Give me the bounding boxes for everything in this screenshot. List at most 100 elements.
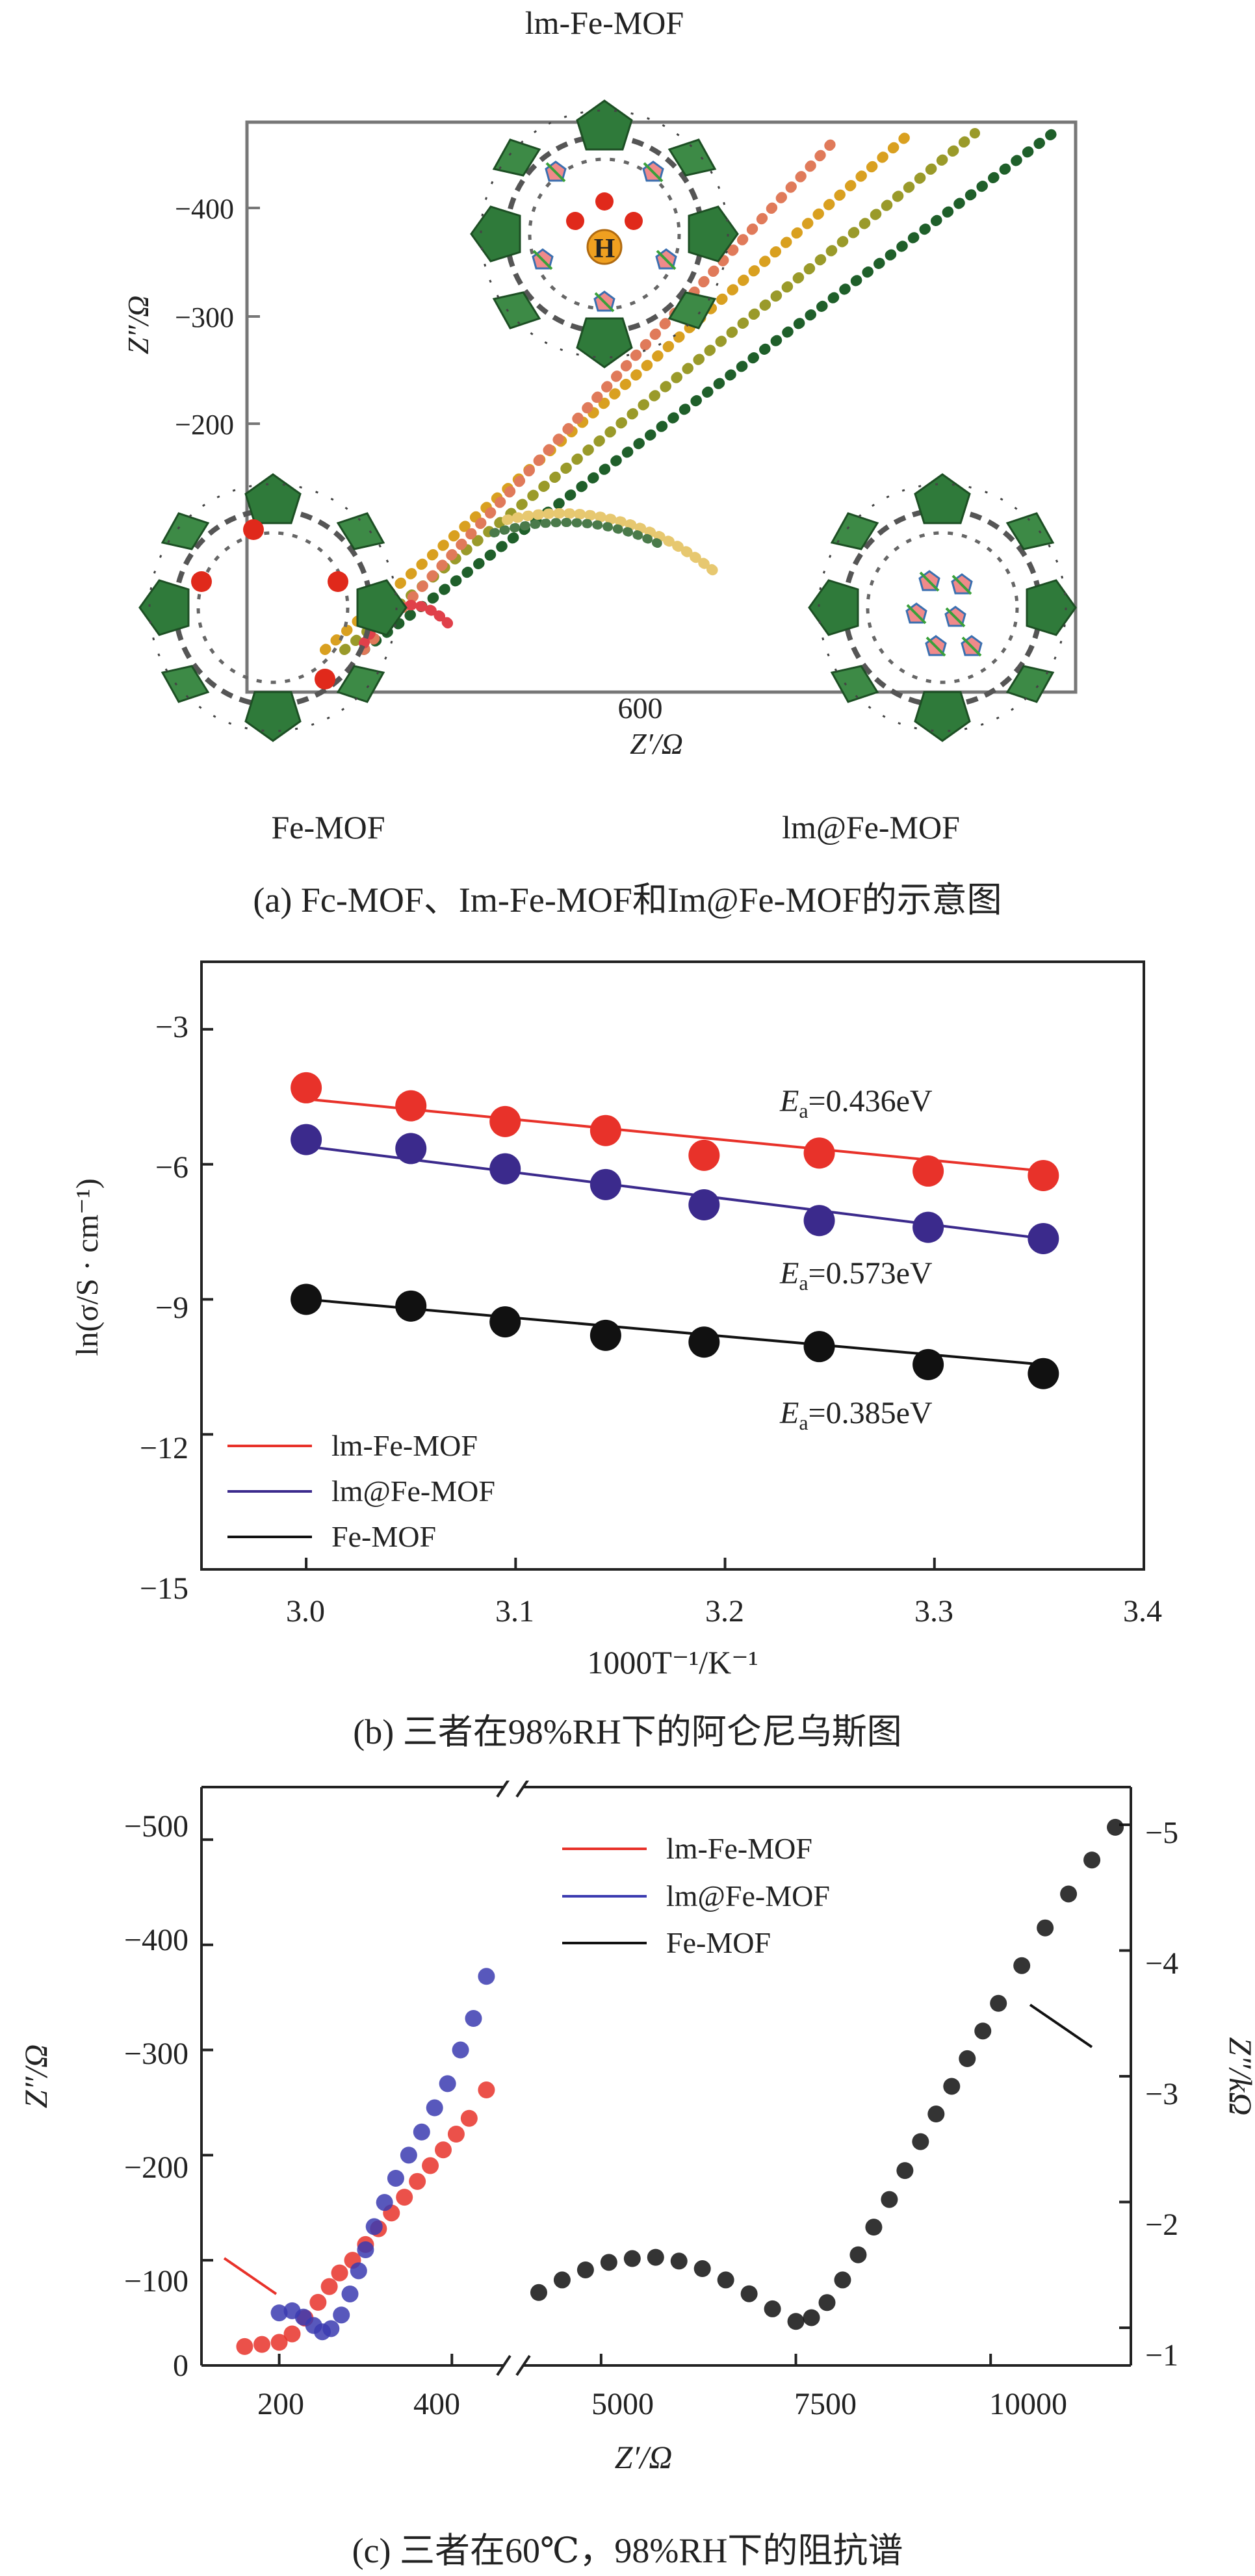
point-c-s1-17	[452, 2041, 469, 2059]
panel-b-ylabel: ln(σ/S · cm⁻¹)	[70, 1178, 105, 1356]
xtick-c-left-1: 400	[413, 2387, 460, 2421]
point-c-s0-15	[435, 2141, 452, 2159]
point-c-s1-18	[465, 2010, 482, 2027]
point-b-s0-2	[489, 1105, 521, 1137]
ytick-b-2: −9	[155, 1291, 188, 1325]
ytick-c-left-3: −200	[124, 2150, 188, 2185]
point-c-s0-3	[283, 2325, 301, 2343]
point-c-s2-2	[576, 2261, 594, 2278]
xtick-c-right-2: 10000	[989, 2387, 1067, 2421]
panel-c-right-y-axis: −5 −4 −3 −2 −1	[1145, 1816, 1178, 2373]
mof-cage-top: H	[471, 101, 738, 367]
point-b-s1-4	[688, 1189, 720, 1220]
point-c-s0-14	[422, 2157, 439, 2174]
point-b-s1-5	[803, 1205, 835, 1237]
panel-a-ylabel: Z″/Ω	[122, 296, 155, 355]
xtick-b-4: 3.4	[1123, 1594, 1162, 1629]
point-c-s2-10	[764, 2300, 781, 2317]
inset-plot-frame	[245, 120, 1078, 694]
point-c-s2-13	[818, 2294, 836, 2312]
point-b-s2-3	[589, 1319, 621, 1351]
panel-a-xtick-value: 600	[618, 691, 663, 725]
ytick-c-left-0: −500	[124, 1809, 188, 1844]
xtick-c-left-0: 200	[257, 2387, 304, 2421]
panel-c-chart: −500 −400 −300 −200 −100 0 −5 −4 −3 −2 −…	[18, 1781, 1255, 2475]
caption-c: (c) 三者在60℃，98%RH下的阻抗谱	[352, 2531, 903, 2570]
point-b-s2-2	[489, 1306, 521, 1338]
legend-b-label-0: lm-Fe-MOF	[331, 1429, 478, 1462]
left-axis-pointer	[223, 2257, 278, 2295]
proton-label: H	[594, 234, 615, 264]
point-c-s2-1	[553, 2271, 571, 2289]
point-b-s1-3	[589, 1168, 621, 1200]
point-c-s2-4	[623, 2250, 641, 2267]
point-c-s2-7	[693, 2260, 711, 2278]
point-c-s2-3	[600, 2254, 617, 2271]
point-c-s0-2	[270, 2334, 288, 2351]
mof-cage-right	[809, 474, 1076, 741]
point-b-s1-0	[291, 1124, 322, 1155]
panel-b-y-axis: −3 −6 −9 −12 −15	[140, 1010, 188, 1606]
point-c-s2-8	[717, 2271, 734, 2289]
ytick-c-left-4: −100	[124, 2264, 188, 2299]
xtick-c-right-1: 7500	[794, 2387, 857, 2421]
ytick-c-right-3: −2	[1145, 2208, 1178, 2242]
panel-c-x-axis: 200 400 5000 7500 10000	[257, 2387, 1067, 2421]
point-c-s2-9	[740, 2285, 758, 2302]
point-c-s1-11	[376, 2194, 393, 2211]
panel-a-xlabel: Z′/Ω	[630, 727, 683, 760]
point-c-s2-15	[849, 2246, 867, 2263]
point-c-s1-13	[400, 2146, 417, 2164]
ytick-c-right-0: −5	[1145, 1816, 1178, 1850]
ytick-c-right-2: −3	[1145, 2077, 1178, 2111]
ytick-c-left-2: −300	[124, 2037, 188, 2071]
panel-c-ylabel-left: Z″/Ω	[18, 2044, 54, 2109]
xtick-b-3: 3.3	[914, 1594, 953, 1629]
point-c-s0-1	[253, 2336, 270, 2353]
point-c-s0-18	[478, 2081, 495, 2099]
point-b-s2-6	[912, 1348, 944, 1380]
panel-a-y-axis: −400 −300 −200 Z″/Ω	[122, 193, 260, 441]
point-c-s0-0	[236, 2338, 253, 2355]
legend-c-label-2: Fe-MOF	[666, 1926, 771, 1959]
ytick-a-0: −400	[175, 193, 234, 225]
point-c-s0-17	[460, 2109, 478, 2127]
panel-a-figure: −400 −300 −200 Z″/Ω H	[122, 5, 1255, 845]
ytick-c-left-5: 0	[173, 2349, 188, 2383]
point-c-s1-10	[365, 2218, 383, 2235]
caption-b: (b) 三者在98%RH下的阿仑尼乌斯图	[353, 1712, 902, 1751]
axis-break-marks	[496, 1781, 531, 2376]
point-c-s2-5	[647, 2248, 664, 2266]
legend-b-label-1: lm@Fe-MOF	[331, 1475, 495, 1508]
point-c-s2-17	[881, 2191, 898, 2208]
point-c-s2-11	[787, 2313, 805, 2330]
ytick-c-right-4: −1	[1145, 2338, 1178, 2373]
point-c-s2-14	[834, 2271, 851, 2289]
point-c-s2-23	[974, 2022, 992, 2040]
ea-annotation-fe-mof: Ea=0.385eV	[779, 1396, 933, 1434]
point-c-s2-16	[865, 2219, 883, 2236]
point-c-s2-6	[670, 2252, 688, 2270]
ytick-b-3: −12	[140, 1431, 188, 1465]
panel-c-xlabel: Z′/Ω	[615, 2439, 673, 2475]
point-b-s0-6	[912, 1155, 944, 1187]
point-b-s2-7	[1028, 1358, 1059, 1389]
legend-c-label-1: lm@Fe-MOF	[666, 1879, 830, 1913]
point-c-s1-8	[350, 2262, 367, 2280]
panel-b-x-axis: 3.0 3.1 3.2 3.3 3.4	[286, 1594, 1162, 1629]
panel-b-frame	[200, 960, 1145, 1571]
point-c-s2-12	[803, 2309, 820, 2326]
ea-annotation-lm-at-fe-mof: Ea=0.573eV	[779, 1256, 933, 1294]
panel-b-chart: 3.0 3.1 3.2 3.3 3.4 −3 −6 −9 −12 −15 100…	[70, 960, 1162, 1681]
panel-c-legend: lm-Fe-MOF lm@Fe-MOF Fe-MOF	[562, 1832, 830, 1959]
inset-impedance-traces	[320, 128, 1058, 655]
point-b-s0-0	[291, 1072, 322, 1103]
point-c-s1-15	[426, 2099, 443, 2117]
point-c-s2-29	[1107, 1818, 1124, 1836]
point-c-s2-19	[912, 2133, 929, 2150]
ea-annotation-lm-fe-mof: Ea=0.436eV	[779, 1084, 933, 1122]
right-axis-pointer	[1029, 2003, 1093, 2048]
xtick-b-1: 3.1	[495, 1594, 534, 1629]
point-c-s2-18	[896, 2162, 914, 2180]
point-c-s2-26	[1037, 1919, 1054, 1937]
